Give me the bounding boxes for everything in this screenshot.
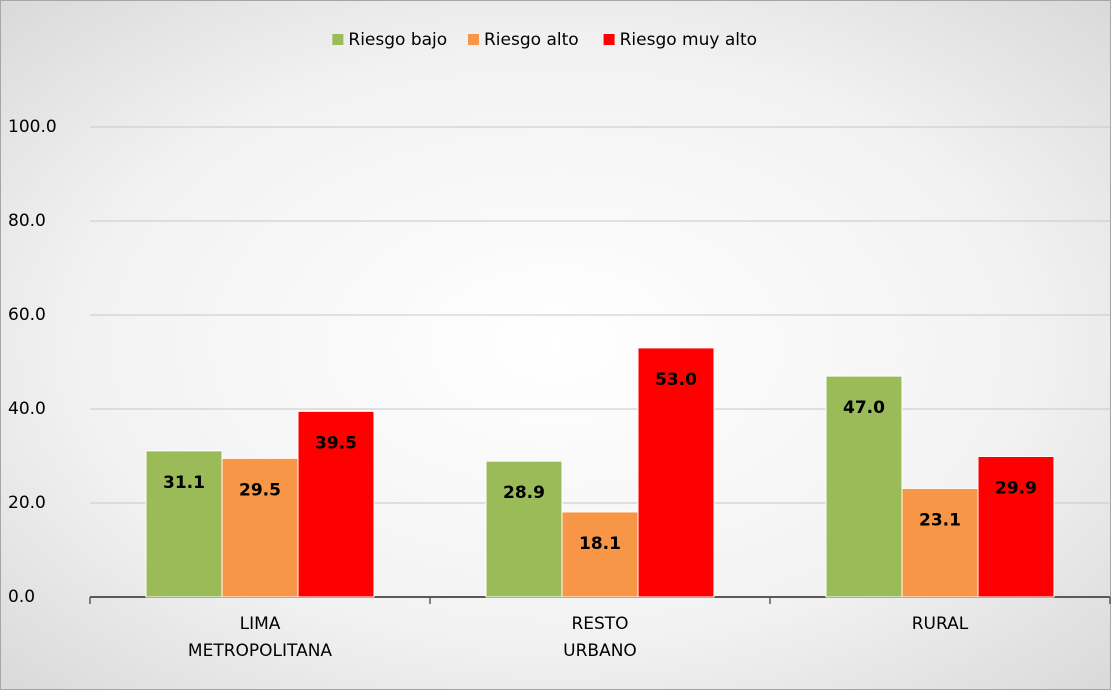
legend-swatch [603,34,615,45]
legend-swatch [332,34,344,45]
data-label: 29.5 [239,480,281,500]
y-tick-label: 60.0 [8,305,46,325]
legend-label: Riesgo muy alto [620,30,757,50]
bar [221,457,299,598]
data-label: 53.0 [655,370,697,390]
y-tick-label: 40.0 [8,399,46,419]
legend-swatch [468,34,479,45]
legend-label: Riesgo bajo [348,30,447,50]
data-label: 39.5 [315,433,357,453]
bar [977,455,1055,598]
y-tick-label: 20.0 [8,493,46,513]
data-label: 31.1 [163,473,205,493]
y-tick-label: 100.0 [8,117,57,137]
data-label: 29.9 [995,478,1037,498]
y-tick-label: 80.0 [8,211,46,231]
bar [637,347,715,598]
bar [145,450,223,598]
data-label: 47.0 [843,398,885,418]
bar [297,410,375,598]
y-tick-label: 0.0 [8,587,35,607]
x-tick-label: RURAL [911,614,969,634]
data-label: 28.9 [503,483,545,503]
x-tick-label: LIMA METROPOLITANA [187,614,333,661]
bar [485,460,563,598]
data-label: 23.1 [919,510,961,530]
legend-label: Riesgo alto [484,30,579,50]
x-tick-label: RESTO URBANO [563,614,637,661]
bar [561,511,639,598]
data-label: 18.1 [579,534,621,554]
bar [901,487,979,598]
bar [825,375,903,598]
